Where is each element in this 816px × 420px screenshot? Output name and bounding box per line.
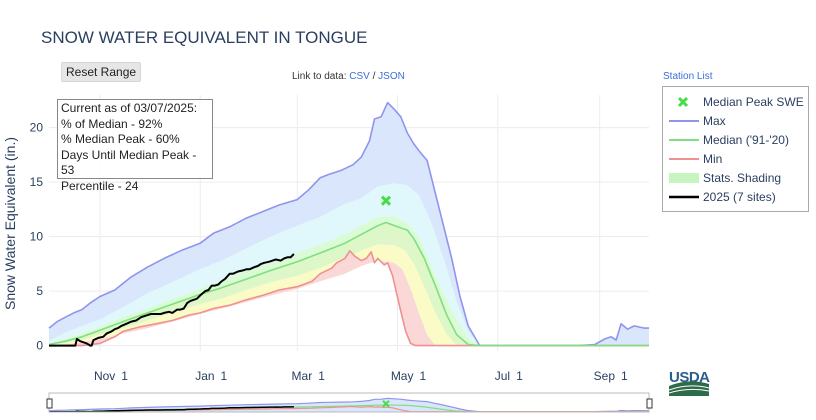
- links-separator: /: [372, 71, 376, 82]
- legend-item-median[interactable]: Median ('91-'20): [663, 131, 808, 150]
- legend-label: 2025 (7 sites): [703, 190, 776, 204]
- legend-item-2025[interactable]: 2025 (7 sites): [663, 188, 808, 207]
- usda-logo-icon: USDA: [668, 369, 711, 396]
- median-peak-marker: [380, 195, 392, 206]
- status-line: Current as of 03/07/2025:: [61, 101, 198, 115]
- current-line-icon: [669, 195, 699, 199]
- legend-label: Min: [703, 152, 723, 166]
- band-min-p10: [49, 250, 649, 346]
- y-tick-label: 5: [36, 284, 43, 298]
- x-tick-label: Nov 1: [94, 369, 128, 383]
- links-prefix: Link to data:: [292, 71, 347, 82]
- status-line: % Median Peak - 60%: [61, 132, 180, 147]
- status-line: Days Until Median Peak - 53: [61, 147, 197, 178]
- legend-label: Median Peak SWE: [703, 95, 804, 109]
- current-year-line: [49, 253, 295, 347]
- legend-item-min[interactable]: Min: [663, 150, 808, 169]
- max-line-icon: [669, 120, 699, 122]
- usda-logo: USDA: [668, 368, 711, 403]
- x-tick-label: Sep 1: [594, 369, 628, 383]
- legend-label: Median ('91-'20): [703, 133, 789, 147]
- band-p70-p90: [49, 183, 649, 346]
- data-links: Link to data: CSV / JSON: [292, 71, 405, 82]
- csv-link[interactable]: CSV: [349, 71, 370, 82]
- legend-item-max[interactable]: Max: [663, 112, 808, 131]
- legend: Median Peak SWE Max Median ('91-'20) Min…: [662, 86, 809, 212]
- min-line-icon: [669, 158, 699, 160]
- median-line-icon: [669, 139, 699, 141]
- status-line: Percentile - 24: [61, 178, 139, 193]
- x-tick-label: Jul 1: [495, 369, 523, 383]
- legend-item-shading[interactable]: Stats. Shading: [663, 169, 808, 188]
- median-line: [48, 221, 649, 347]
- legend-label: Stats. Shading: [703, 171, 782, 185]
- range-slider-peak-marker: [382, 400, 390, 408]
- range-slider-left-handle[interactable]: [46, 398, 53, 409]
- status-box: Current as of 03/07/2025: % of Median - …: [57, 99, 213, 193]
- usda-logo-text: USDA: [669, 369, 710, 386]
- legend-item-median-peak[interactable]: Median Peak SWE: [663, 93, 808, 112]
- y-tick-label: 20: [30, 121, 44, 135]
- min-line: [49, 250, 649, 347]
- x-tick-label: Jan 1: [195, 369, 227, 383]
- y-tick-label: 15: [30, 175, 44, 189]
- range-slider-right-handle[interactable]: [646, 398, 653, 409]
- station-list-link[interactable]: Station List: [663, 71, 713, 82]
- shading-swatch-icon: [669, 173, 699, 183]
- status-line: % of Median - 92%: [61, 116, 163, 131]
- range-slider-current-line: [49, 405, 294, 413]
- range-slider[interactable]: [46, 392, 653, 413]
- y-tick-label: 0: [36, 339, 43, 353]
- band-p30-median: [49, 222, 649, 346]
- x-marker-icon: [677, 96, 689, 108]
- legend-label: Max: [703, 114, 726, 128]
- y-tick-label: 10: [30, 230, 44, 244]
- x-tick-label: Mar 1: [292, 369, 326, 383]
- json-link[interactable]: JSON: [378, 71, 405, 82]
- reset-range-button[interactable]: Reset Range: [61, 62, 142, 82]
- chart-title: SNOW WATER EQUIVALENT IN TONGUE: [41, 28, 368, 47]
- x-tick-label: May 1: [391, 369, 427, 383]
